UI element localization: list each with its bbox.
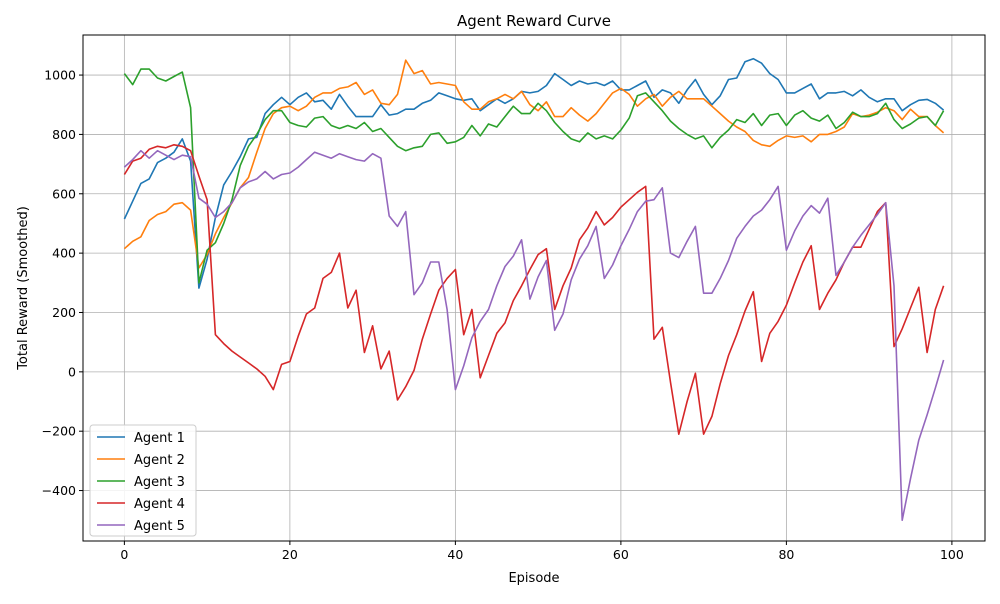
y-tick-label: 200 xyxy=(52,305,76,320)
series-lines xyxy=(123,57,945,522)
legend-label-agent-4: Agent 4 xyxy=(134,497,185,512)
y-tick-label: 400 xyxy=(52,246,76,261)
legend-items: Agent 1 Agent 2 Agent 3 Agent 4 Agent 5 xyxy=(97,431,185,534)
legend-label-agent-3: Agent 3 xyxy=(134,475,185,490)
y-tick-label: 0 xyxy=(68,364,76,379)
chart-title: Agent Reward Curve xyxy=(457,12,611,30)
y-tick-label: 1000 xyxy=(44,68,76,83)
y-tick-label: −400 xyxy=(42,483,76,498)
x-axis-label: Episode xyxy=(508,571,559,586)
x-tick-label: 0 xyxy=(120,547,128,562)
grid-lines xyxy=(83,35,985,541)
x-tick-label: 60 xyxy=(613,547,629,562)
y-tick-label: 600 xyxy=(52,186,76,201)
legend-label-agent-5: Agent 5 xyxy=(134,519,185,534)
y-tick-label: 800 xyxy=(52,127,76,142)
y-tick-label: −200 xyxy=(42,424,76,439)
series-line-agent-3 xyxy=(123,68,945,284)
chart-legend: Agent 1 Agent 2 Agent 3 Agent 4 Agent 5 xyxy=(89,424,197,537)
x-tick-label: 20 xyxy=(282,547,298,562)
plot-area-frame xyxy=(82,34,986,542)
series-line-agent-4 xyxy=(123,144,945,436)
legend-label-agent-2: Agent 2 xyxy=(134,453,185,468)
axis-ticks: 0 20 40 60 80 100 −400 −200 0 200 400 600 800 1000 xyxy=(42,68,964,562)
x-tick-label: 100 xyxy=(940,547,964,562)
series-line-agent-5 xyxy=(123,149,945,522)
legend-frame xyxy=(89,424,197,537)
x-tick-label: 40 xyxy=(447,547,463,562)
legend-label-agent-1: Agent 1 xyxy=(134,431,185,446)
y-axis-label: Total Reward (Smoothed) xyxy=(16,206,31,371)
x-tick-label: 80 xyxy=(778,547,794,562)
